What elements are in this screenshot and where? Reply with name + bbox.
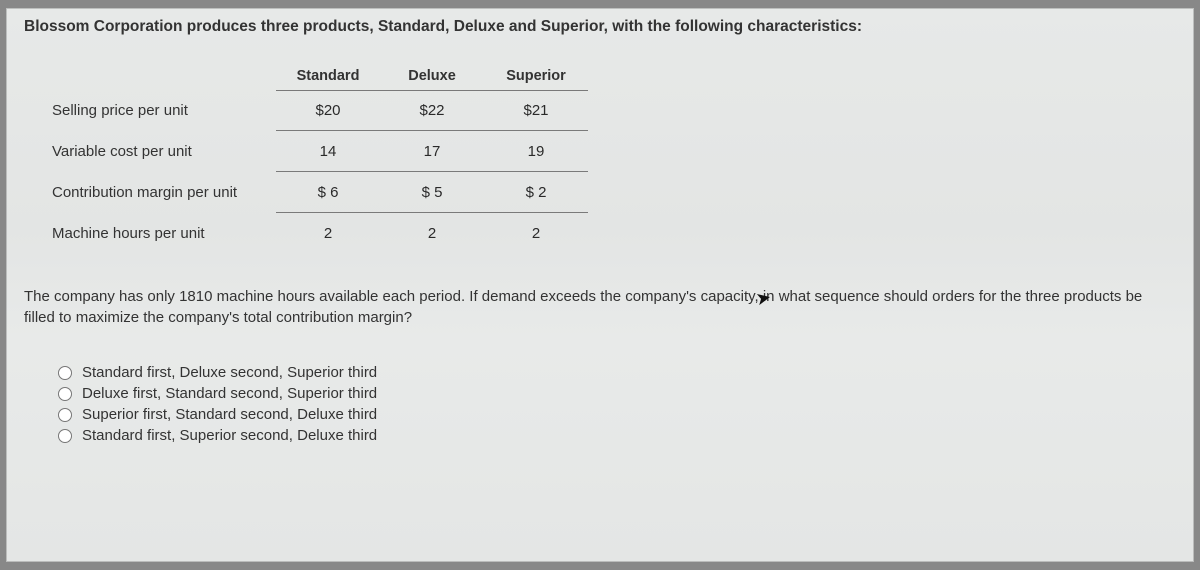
table-row: Machine hours per unit 2 2 2 xyxy=(52,213,588,254)
option-label[interactable]: Standard first, Deluxe second, Superior … xyxy=(82,364,377,381)
table-row: Variable cost per unit 14 17 19 xyxy=(52,131,588,172)
col-header: Deluxe xyxy=(380,62,484,90)
table-cell: $21 xyxy=(484,90,588,131)
question-followup: The company has only 1810 machine hours … xyxy=(24,286,1166,328)
question-page: Blossom Corporation produces three produ… xyxy=(6,8,1194,562)
row-label: Contribution margin per unit xyxy=(52,172,276,213)
col-header: Superior xyxy=(484,62,588,90)
question-intro: Blossom Corporation produces three produ… xyxy=(24,18,1166,36)
table-row: Selling price per unit $20 $22 $21 xyxy=(52,90,588,131)
answer-option[interactable]: Standard first, Superior second, Deluxe … xyxy=(58,427,1166,444)
table-cell: 2 xyxy=(276,213,380,254)
row-label: Variable cost per unit xyxy=(52,131,276,172)
col-header: Standard xyxy=(276,62,380,90)
option-label[interactable]: Superior first, Standard second, Deluxe … xyxy=(82,406,377,423)
table-row: Contribution margin per unit $ 6 $ 5 $ 2 xyxy=(52,172,588,213)
option-label[interactable]: Deluxe first, Standard second, Superior … xyxy=(82,385,377,402)
radio-input[interactable] xyxy=(58,408,72,422)
radio-input[interactable] xyxy=(58,387,72,401)
answer-option[interactable]: Superior first, Standard second, Deluxe … xyxy=(58,406,1166,423)
table-cell: $20 xyxy=(276,90,380,131)
option-label[interactable]: Standard first, Superior second, Deluxe … xyxy=(82,427,377,444)
table-corner xyxy=(52,62,276,90)
answer-option[interactable]: Deluxe first, Standard second, Superior … xyxy=(58,385,1166,402)
table-cell: $ 5 xyxy=(380,172,484,213)
table-cell: 14 xyxy=(276,131,380,172)
row-label: Selling price per unit xyxy=(52,90,276,131)
radio-input[interactable] xyxy=(58,429,72,443)
radio-input[interactable] xyxy=(58,366,72,380)
row-label: Machine hours per unit xyxy=(52,213,276,254)
answer-options: Standard first, Deluxe second, Superior … xyxy=(58,364,1166,444)
table-cell: $ 2 xyxy=(484,172,588,213)
product-table: Standard Deluxe Superior Selling price p… xyxy=(52,62,588,254)
answer-option[interactable]: Standard first, Deluxe second, Superior … xyxy=(58,364,1166,381)
table-cell: 19 xyxy=(484,131,588,172)
table-cell: $ 6 xyxy=(276,172,380,213)
table-cell: 2 xyxy=(484,213,588,254)
table-cell: $22 xyxy=(380,90,484,131)
table-cell: 17 xyxy=(380,131,484,172)
table-cell: 2 xyxy=(380,213,484,254)
